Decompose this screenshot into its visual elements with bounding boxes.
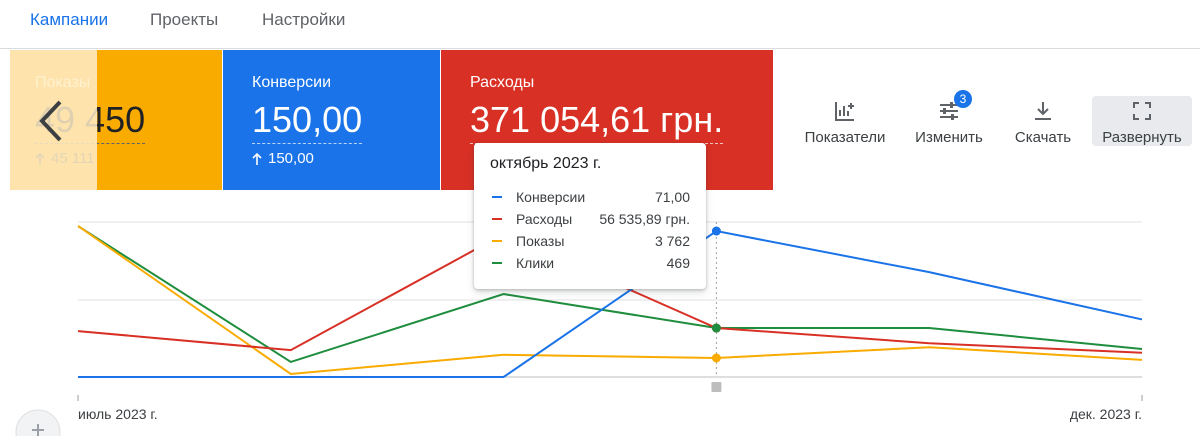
tab[interactable]: Кампании xyxy=(30,10,109,29)
series-line xyxy=(77,225,1143,375)
legend-swatch xyxy=(492,262,502,264)
legend-label: Расходы xyxy=(516,211,573,227)
toolbar-icon xyxy=(1133,102,1151,120)
tooltip-title: октябрь 2023 г. xyxy=(490,155,602,172)
toolbar-button[interactable]: Скачать xyxy=(1006,96,1080,146)
legend-swatch xyxy=(492,240,502,242)
x-tick-label: дек. 2023 г. xyxy=(1070,406,1142,422)
tooltip-value: 56 535,89 грн. xyxy=(599,211,690,227)
toolbar-label: Изменить xyxy=(915,129,983,146)
tooltip-row: Конверсии 71,00 xyxy=(490,187,690,207)
legend-label: Показы xyxy=(516,233,565,249)
card-label: Конверсии xyxy=(252,74,332,91)
toolbar-button[interactable]: Изменить 3 xyxy=(906,90,992,146)
tooltip-value: 3 762 xyxy=(654,233,690,249)
x-tick-label: июль 2023 г. xyxy=(78,406,158,422)
header-divider xyxy=(0,48,1200,49)
add-icon xyxy=(32,424,44,436)
up-arrow xyxy=(252,152,262,165)
scroll-overlay xyxy=(10,50,97,190)
series-line xyxy=(78,229,1143,378)
add-button[interactable] xyxy=(15,409,61,436)
toolbar-label: Скачать xyxy=(1014,129,1072,146)
toolbar-icon xyxy=(835,102,854,121)
legend-swatch xyxy=(492,196,502,198)
tooltip-value: 71,00 xyxy=(654,189,690,205)
toolbar-icon xyxy=(940,102,958,120)
tooltip: октябрь 2023 г. Конверсии 71,00 Расходы 56 5… xyxy=(474,143,706,289)
toolbar-icon xyxy=(1035,102,1051,120)
tooltip-row: Расходы 56 535,89 грн. xyxy=(490,209,690,229)
toolbar-button[interactable]: Развернуть xyxy=(1092,96,1192,146)
hover-handle xyxy=(711,382,722,392)
hover-point xyxy=(711,226,721,236)
toolbar-button[interactable]: Показатели xyxy=(800,96,890,146)
card-value: 150,00 xyxy=(252,100,363,144)
scroll-left-button[interactable] xyxy=(36,98,66,144)
series-line xyxy=(77,225,1143,364)
legend-label: Клики xyxy=(516,255,555,271)
toolbar-label: Развернуть xyxy=(1102,129,1182,146)
tooltip-row: Клики 469 xyxy=(490,253,690,273)
toolbar-label: Показатели xyxy=(804,129,886,146)
hover-point xyxy=(711,323,721,333)
badge: 3 xyxy=(954,90,972,108)
legend-label: Конверсии xyxy=(516,189,586,205)
legend-swatch xyxy=(492,218,502,220)
tab[interactable]: Настройки xyxy=(262,10,346,29)
card-label: Расходы xyxy=(470,74,535,91)
hover-point xyxy=(711,353,721,363)
card-delta-value: 150,00 xyxy=(268,150,314,167)
tooltip-row: Показы 3 762 xyxy=(490,231,690,251)
scorecard: Конверсии 150,00 150,00 xyxy=(223,50,440,190)
tooltip-value: 469 xyxy=(666,255,690,271)
tab[interactable]: Проекты xyxy=(150,10,219,29)
card-delta: 150,00 xyxy=(252,150,314,167)
